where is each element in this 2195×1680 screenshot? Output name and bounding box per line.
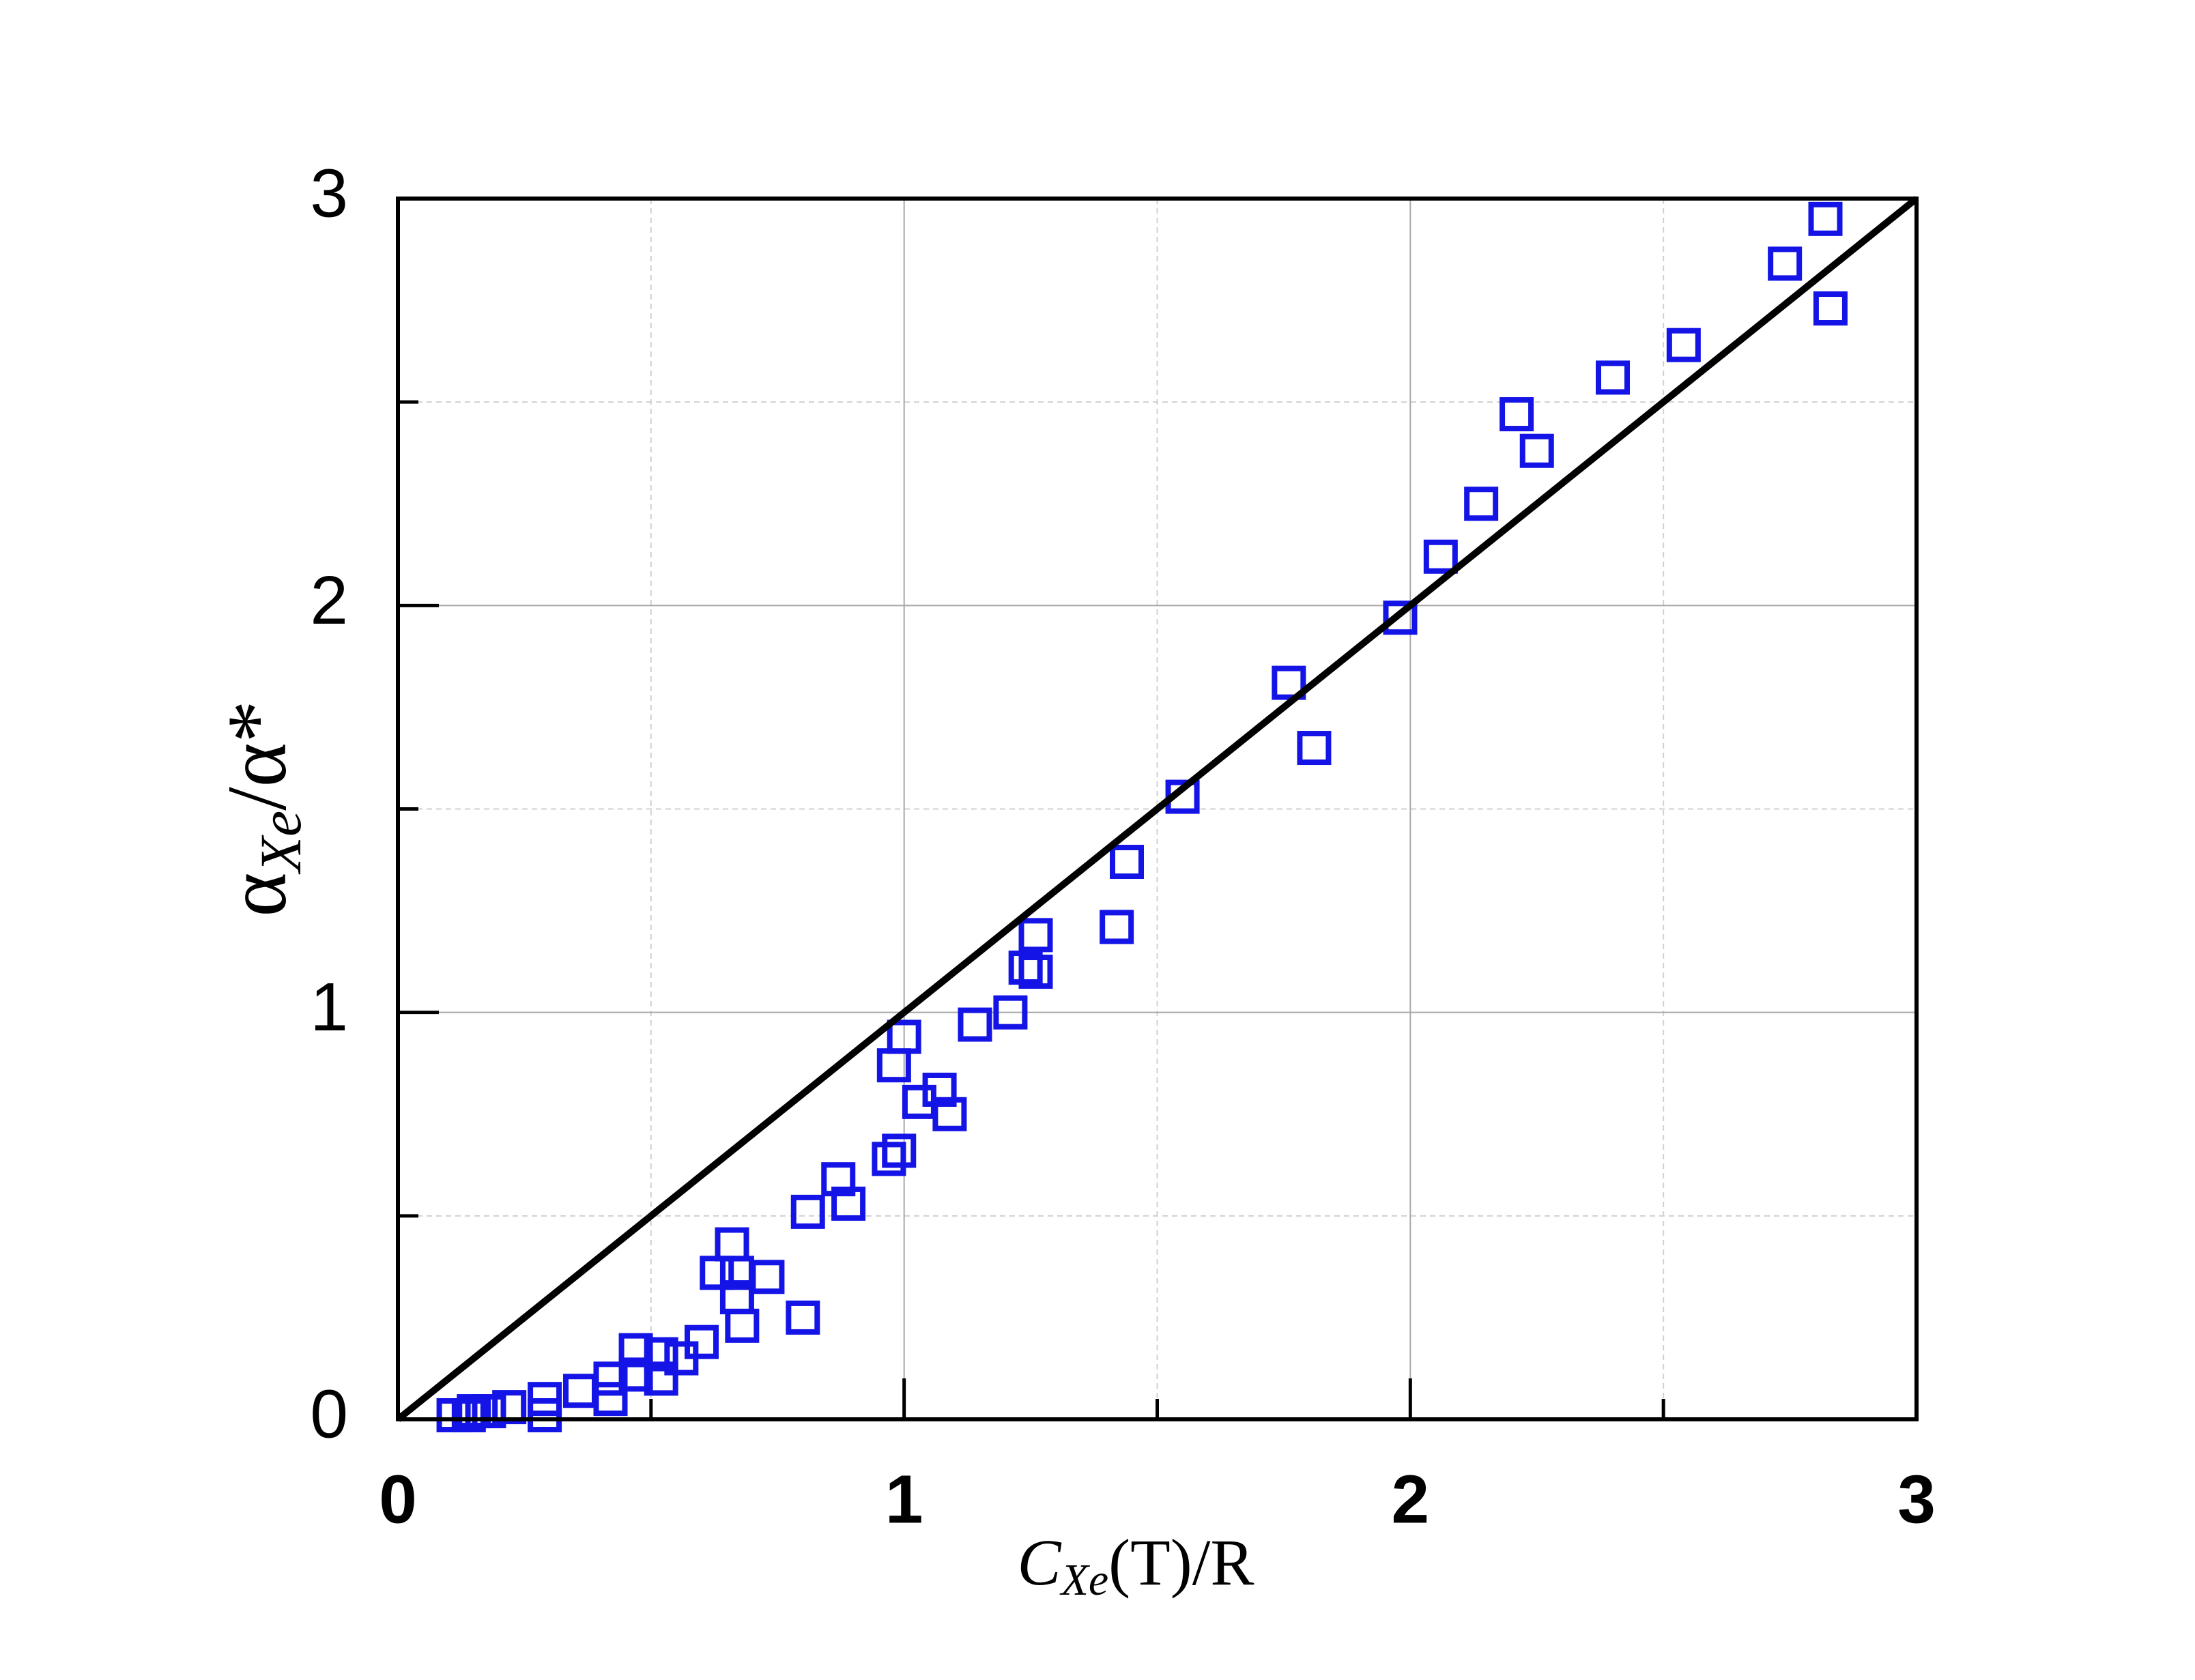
data-point (1596, 360, 1630, 395)
data-point (831, 1186, 866, 1221)
data-point (563, 1374, 597, 1408)
y-tick-label: 3 (310, 155, 348, 231)
reference-line (395, 196, 1919, 1422)
x-axis-label: CXe(T)/R (1018, 1526, 1254, 1605)
data-point (882, 1133, 917, 1168)
y-tick-label: 1 (310, 969, 348, 1045)
x-label-sub: Xe (1059, 1555, 1109, 1605)
data-point (1018, 955, 1053, 989)
data-point (528, 1398, 562, 1433)
data-point (1768, 246, 1803, 281)
data-point (1500, 397, 1534, 432)
y-tick-label: 0 (310, 1376, 348, 1452)
data-point (685, 1324, 719, 1359)
x-tick-label: 1 (885, 1461, 923, 1537)
data-point (1464, 487, 1499, 521)
data-point (644, 1337, 678, 1372)
y-label-rest: /α* (210, 700, 304, 810)
data-point (1297, 731, 1332, 766)
data-point (821, 1162, 856, 1197)
data-point (593, 1361, 628, 1396)
data-point (786, 1300, 820, 1335)
data-point (715, 1227, 749, 1262)
data-point (1100, 910, 1134, 944)
data-point (932, 1097, 967, 1131)
plot-frame (396, 197, 1919, 1421)
data-point (1110, 845, 1144, 880)
data-point (472, 1394, 506, 1429)
data-point (644, 1361, 678, 1396)
data-point (1808, 201, 1843, 236)
data-point (618, 1333, 653, 1367)
data-point (1008, 951, 1043, 985)
data-point (1813, 291, 1848, 326)
data-point (618, 1357, 653, 1392)
x-tick-label: 0 (379, 1461, 417, 1537)
data-point (993, 995, 1028, 1030)
data-point (1018, 918, 1053, 953)
data-point (725, 1308, 760, 1343)
data-point (872, 1142, 906, 1176)
y-label-base: α (210, 873, 304, 917)
x-label-rest: (T)/R (1108, 1526, 1254, 1599)
data-point (451, 1398, 486, 1433)
data-point (1383, 600, 1418, 635)
data-point (1519, 433, 1554, 468)
data-point (922, 1072, 957, 1107)
data-point (1272, 665, 1306, 700)
x-label-base: C (1018, 1526, 1062, 1599)
data-point (1423, 539, 1458, 574)
data-point (750, 1260, 785, 1294)
y-axis-label: αXe/α* (210, 700, 313, 916)
y-label-sub: Xe (248, 811, 313, 875)
data-point (1666, 328, 1701, 362)
data-point (593, 1382, 628, 1417)
data-point (492, 1390, 527, 1425)
data-point (790, 1194, 825, 1229)
y-tick-label: 2 (310, 562, 348, 639)
x-tick-label: 3 (1897, 1461, 1936, 1537)
data-point (887, 1019, 921, 1054)
data-point (958, 1007, 992, 1042)
x-tick-label: 2 (1392, 1461, 1430, 1537)
